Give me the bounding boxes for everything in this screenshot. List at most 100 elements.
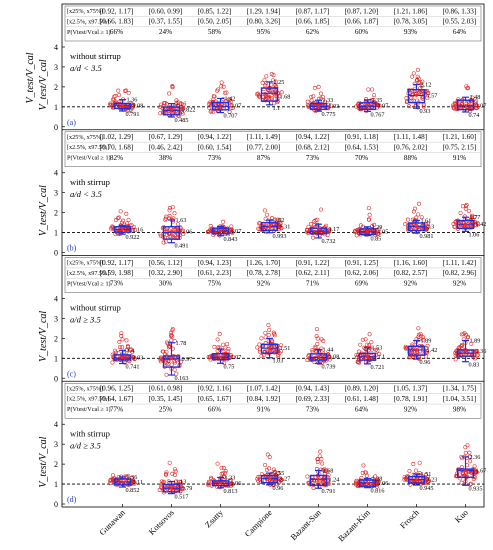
lower-value-label: 0.775 — [322, 111, 336, 118]
stats-cell: [0.96, 1.25] — [100, 385, 134, 393]
data-point — [402, 477, 407, 482]
stats-cell: [0.64, 1.53] — [345, 143, 379, 151]
stats-cell: [0.59, 1.98] — [100, 269, 134, 277]
data-point — [423, 478, 428, 483]
data-point — [468, 459, 473, 464]
y-tick-label: 0 — [54, 374, 58, 383]
stats-cell: [0.62, 2.06] — [345, 269, 379, 277]
data-point — [409, 96, 414, 101]
lower-value-label: 0.732 — [322, 238, 336, 245]
box-zsutty: 1.070.843 — [205, 219, 241, 243]
data-point — [466, 208, 471, 213]
mean-marker — [268, 224, 271, 228]
data-point — [221, 354, 226, 359]
data-point — [474, 348, 479, 353]
data-point — [415, 74, 420, 79]
data-point — [271, 87, 276, 91]
y-tick-label: 1 — [54, 480, 58, 489]
data-point — [278, 349, 283, 354]
iqr-box — [407, 345, 426, 356]
data-point — [176, 231, 181, 236]
data-point — [305, 474, 310, 479]
y-tick-label: 2 — [54, 83, 58, 92]
data-point — [219, 465, 224, 470]
box-kuo: 1.89 1.36 0.83 — [453, 330, 486, 369]
box-campione: 1.51 1.03 — [255, 323, 291, 365]
mean-marker — [219, 104, 222, 107]
data-point — [229, 227, 234, 232]
data-point — [171, 231, 176, 236]
data-point — [255, 345, 260, 350]
stats-cell: 25% — [159, 405, 172, 413]
data-point — [413, 480, 418, 485]
data-point — [120, 337, 125, 342]
data-point — [113, 348, 117, 353]
y-axis-title: V_test/V_cal — [38, 311, 49, 362]
mean-value-label: 1.07 — [231, 102, 242, 109]
stats-cell: 75% — [208, 280, 221, 288]
data-point — [181, 486, 186, 491]
data-point — [169, 330, 174, 335]
data-point — [421, 104, 426, 109]
data-point — [417, 90, 422, 95]
data-point — [462, 330, 467, 335]
stats-cell: [0.78, 3.05] — [394, 18, 428, 26]
x-category-label: Zsutty — [203, 507, 225, 529]
data-point — [416, 76, 421, 81]
stats-cell: 87% — [257, 154, 270, 162]
condition-label: a/d ≥ 3.5 — [70, 440, 101, 450]
data-point — [262, 78, 267, 83]
lower-value-label: 0.935 — [469, 485, 483, 492]
data-point — [166, 341, 171, 346]
data-point — [417, 460, 422, 465]
data-point — [372, 93, 377, 98]
data-point — [166, 359, 171, 364]
stats-cell: [0.66, 1.87] — [345, 18, 379, 26]
mean-marker — [121, 480, 124, 484]
data-point — [465, 86, 470, 91]
data-point — [256, 474, 261, 479]
mean-value-label: 1.11 — [133, 479, 144, 486]
data-point — [219, 84, 224, 89]
data-point — [315, 336, 320, 341]
data-point — [472, 214, 477, 219]
upper-value-label: 2.25 — [274, 79, 285, 86]
mean-value-label: 1.51 — [280, 345, 291, 352]
data-point — [354, 353, 359, 358]
data-point — [319, 456, 324, 461]
data-point — [163, 239, 168, 244]
data-point — [111, 473, 115, 478]
x-category-label: Bazant-Kim — [337, 508, 373, 544]
data-point — [229, 353, 234, 358]
stats-cell: [1.29, 1.94] — [247, 7, 281, 15]
stats-cell: 91% — [257, 405, 270, 413]
mean-value-label: 1.05 — [378, 229, 389, 236]
stats-cell: 70% — [355, 154, 368, 162]
data-point — [126, 90, 131, 95]
data-point — [259, 336, 264, 341]
data-point — [311, 235, 316, 240]
data-point — [166, 231, 171, 236]
data-point — [316, 84, 321, 89]
stats-cell: [0.82, 2.96] — [443, 269, 477, 277]
x-category-label: Kotsovos — [147, 508, 176, 537]
box-gunawan: 1.361.110.852 — [108, 473, 144, 494]
data-point — [169, 338, 174, 343]
mean-value-label: 1.08 — [133, 102, 144, 109]
stats-cell: [0.62, 2.11] — [296, 269, 329, 277]
lower-value-label: 0.852 — [126, 487, 140, 494]
box-frosch: 1.89 1.42 0.96 — [403, 326, 437, 366]
panel-label: (b) — [67, 244, 77, 253]
upper-value-label: 1.33 — [323, 97, 334, 104]
y-tick-label: 0 — [54, 249, 58, 258]
box-zsutty: 1.421.07 0.707 — [206, 80, 242, 120]
mean-marker — [170, 357, 173, 361]
mean-value-label: 1.16 — [133, 226, 144, 233]
mean-marker — [415, 478, 418, 481]
iqr-box — [407, 88, 426, 104]
lower-value-label: 0.741 — [126, 363, 140, 370]
mean-marker — [268, 95, 271, 99]
stats-row-label: [x2.5%, x97.5%] — [67, 18, 109, 25]
data-point — [319, 337, 324, 342]
data-point — [215, 88, 220, 93]
